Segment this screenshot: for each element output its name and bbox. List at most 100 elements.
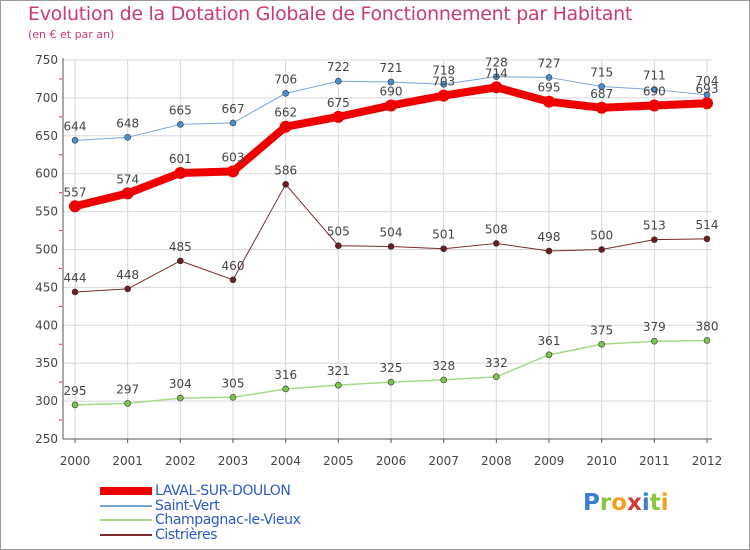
- x-tick-label-2004: 2004: [270, 454, 301, 468]
- point-cistri-res-2011: [651, 236, 658, 243]
- point-saint-vert-2004: [282, 90, 289, 97]
- y-tick-label-300: 300: [35, 394, 58, 408]
- data-label-champagnac-le-vieux-2005: 321: [327, 364, 350, 378]
- data-label-champagnac-le-vieux-2000: 295: [64, 384, 87, 398]
- point-laval-sur-doulon-2006: [385, 99, 397, 112]
- point-cistri-res-2002: [177, 257, 184, 265]
- data-label-laval-sur-doulon-2002: 601: [169, 152, 192, 166]
- point-saint-vert-2002: [177, 121, 184, 128]
- data-label-champagnac-le-vieux-2002: 304: [169, 377, 192, 391]
- data-label-champagnac-le-vieux-2001: 297: [116, 382, 139, 396]
- x-tick-label-2002: 2002: [165, 454, 196, 468]
- data-label-laval-sur-doulon-2008: 714: [485, 66, 508, 80]
- data-label-laval-sur-doulon-2001: 574: [116, 172, 139, 186]
- legend-label-cistrieres: Cistrières: [155, 526, 218, 543]
- point-champagnac-le-vieux-2007: [440, 376, 447, 384]
- legend-swatch-champagnac: [100, 519, 152, 522]
- data-label-cistri-res-2007: 501: [432, 228, 455, 242]
- point-champagnac-le-vieux-2005: [335, 381, 342, 389]
- point-laval-sur-doulon-2011: [648, 99, 661, 112]
- point-saint-vert-2006: [387, 78, 395, 86]
- x-tick-label-2008: 2008: [481, 454, 512, 468]
- data-label-cistri-res-2006: 504: [380, 225, 403, 239]
- point-champagnac-le-vieux-2000: [71, 401, 79, 409]
- point-saint-vert-2005: [335, 77, 342, 85]
- data-label-laval-sur-doulon-2000: 557: [64, 185, 87, 199]
- y-tick-label-700: 700: [35, 91, 58, 105]
- point-champagnac-le-vieux-2010: [598, 340, 605, 348]
- data-label-cistri-res-2000: 444: [64, 271, 87, 285]
- point-champagnac-le-vieux-2012: [703, 337, 711, 344]
- point-champagnac-le-vieux-2008: [493, 373, 500, 381]
- data-label-saint-vert-2007: 718: [432, 63, 455, 77]
- point-cistri-res-2008: [493, 240, 500, 247]
- data-label-laval-sur-doulon-2010: 687: [590, 87, 613, 101]
- point-laval-sur-doulon-2009: [543, 95, 555, 108]
- data-label-champagnac-le-vieux-2011: 379: [643, 320, 666, 334]
- point-saint-vert-2001: [124, 134, 131, 141]
- x-tick-label-2009: 2009: [534, 454, 565, 468]
- data-label-saint-vert-2008: 728: [485, 56, 508, 70]
- point-cistri-res-2009: [545, 247, 553, 255]
- x-tick-label-2003: 2003: [218, 454, 249, 468]
- point-champagnac-le-vieux-2003: [229, 394, 237, 401]
- data-label-saint-vert-2004: 706: [274, 72, 297, 86]
- data-label-saint-vert-2010: 715: [590, 66, 613, 80]
- point-saint-vert-2008: [493, 73, 500, 80]
- data-label-champagnac-le-vieux-2004: 316: [274, 368, 297, 382]
- data-label-cistri-res-2011: 513: [643, 219, 666, 233]
- data-label-cistri-res-2004: 586: [274, 163, 297, 177]
- point-cistri-res-2000: [71, 288, 79, 296]
- point-saint-vert-2003: [229, 119, 237, 127]
- data-label-champagnac-le-vieux-2012: 380: [696, 319, 719, 333]
- legend-swatch-laval: [100, 487, 152, 496]
- data-label-saint-vert-2000: 644: [64, 119, 87, 133]
- data-label-laval-sur-doulon-2003: 603: [222, 150, 245, 164]
- data-label-saint-vert-2012: 704: [696, 74, 719, 88]
- data-label-laval-sur-doulon-2009: 695: [538, 81, 561, 95]
- data-label-cistri-res-2009: 498: [538, 230, 561, 244]
- data-label-saint-vert-2001: 648: [116, 116, 139, 130]
- proxiti-logo: Proxiti: [583, 490, 669, 516]
- point-champagnac-le-vieux-2009: [545, 351, 553, 359]
- point-cistri-res-2003: [229, 276, 237, 284]
- data-label-cistri-res-2001: 448: [116, 268, 139, 282]
- data-label-laval-sur-doulon-2006: 690: [380, 84, 403, 98]
- legend-swatch-saint-vert: [100, 504, 152, 507]
- x-tick-label-2001: 2001: [112, 454, 143, 468]
- point-laval-sur-doulon-2005: [332, 110, 345, 123]
- y-tick-label-500: 500: [35, 243, 58, 257]
- y-tick-label-450: 450: [35, 280, 58, 294]
- data-label-laval-sur-doulon-2005: 675: [327, 96, 350, 110]
- data-label-saint-vert-2009: 727: [538, 56, 561, 70]
- logo-letter: i: [641, 490, 650, 516]
- data-label-saint-vert-2011: 711: [643, 69, 666, 83]
- data-label-cistri-res-2005: 505: [327, 225, 350, 239]
- logo-letter: r: [599, 490, 612, 516]
- point-champagnac-le-vieux-2006: [387, 378, 395, 386]
- data-label-cistri-res-2003: 460: [222, 259, 245, 273]
- point-saint-vert-2009: [545, 74, 553, 81]
- point-laval-sur-doulon-2007: [437, 89, 450, 102]
- point-saint-vert-2011: [651, 86, 658, 93]
- point-laval-sur-doulon-2003: [227, 165, 239, 178]
- y-tick-label-550: 550: [35, 205, 58, 219]
- chart-subtitle: (en € et par an): [28, 28, 115, 41]
- data-label-saint-vert-2006: 721: [380, 61, 403, 75]
- logo-letter: i: [660, 490, 669, 516]
- logo-letter: P: [583, 490, 600, 516]
- logo-letter: o: [611, 490, 628, 516]
- point-laval-sur-doulon-2010: [595, 101, 608, 114]
- data-label-champagnac-le-vieux-2007: 328: [432, 359, 455, 373]
- x-tick-label-2000: 2000: [60, 454, 91, 468]
- data-label-laval-sur-doulon-2012: 693: [696, 82, 719, 96]
- data-label-champagnac-le-vieux-2010: 375: [590, 323, 613, 337]
- y-tick-label-600: 600: [35, 167, 58, 181]
- legend-label-laval: LAVAL-SUR-DOULON: [155, 483, 291, 499]
- data-label-laval-sur-doulon-2007: 703: [432, 75, 455, 89]
- point-cistri-res-2007: [440, 245, 447, 253]
- x-tick-label-2006: 2006: [376, 454, 407, 468]
- logo-letter: t: [649, 490, 661, 516]
- legend-label-saint-vert: Saint-Vert: [155, 497, 220, 514]
